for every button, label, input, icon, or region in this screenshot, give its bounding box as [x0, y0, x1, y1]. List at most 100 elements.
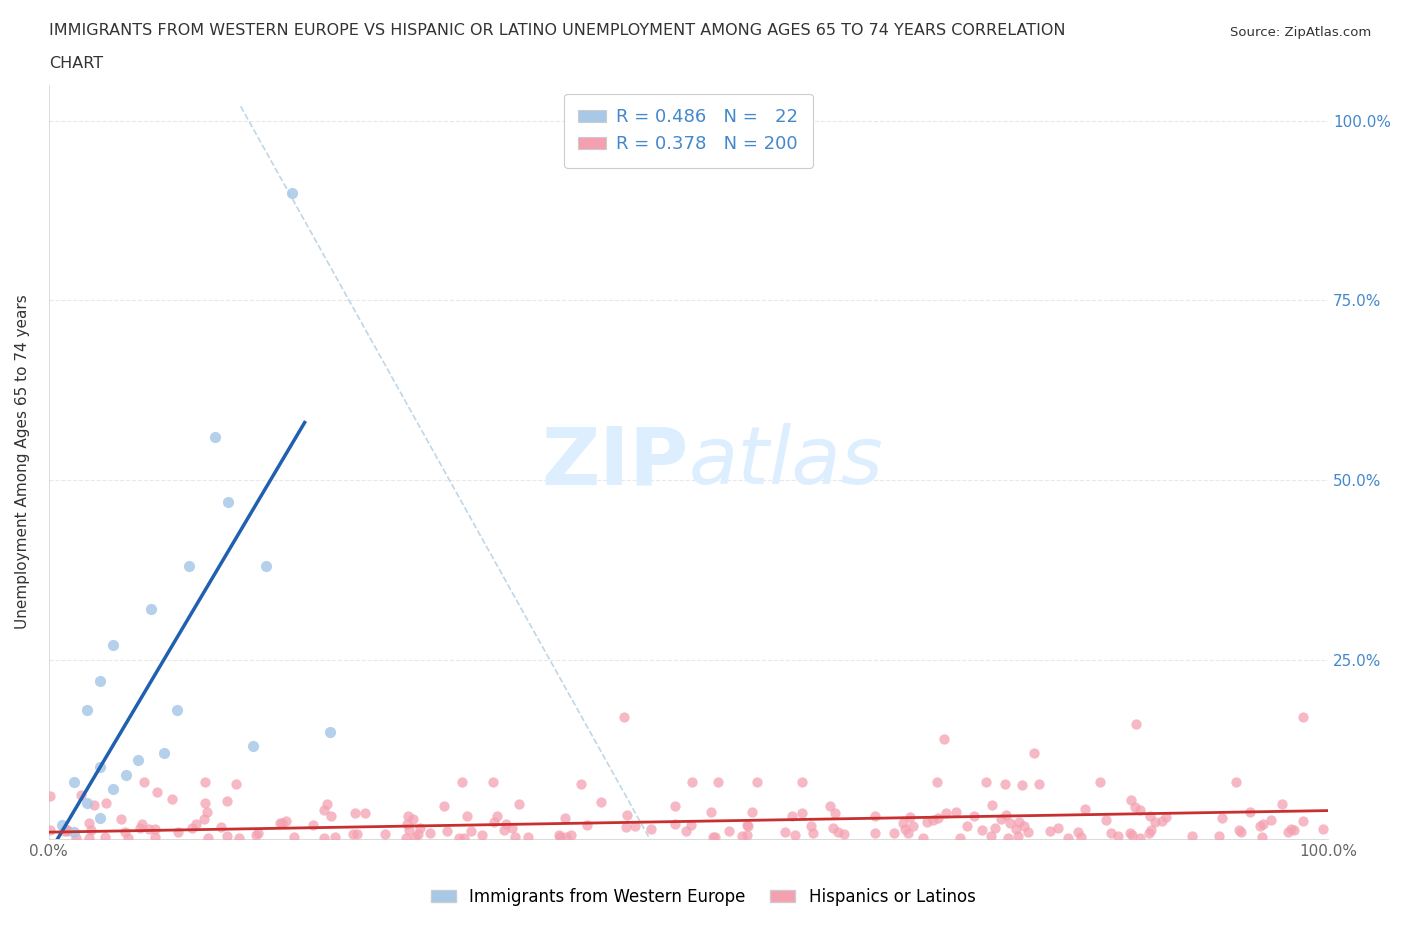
Point: [281, 185, 304, 200]
Point: [225, 777, 247, 791]
Point: [63, 825, 86, 840]
Point: [143, 830, 166, 844]
Point: [681, 775, 703, 790]
Point: [745, 775, 768, 790]
Point: [245, 828, 267, 843]
Point: [139, 602, 162, 617]
Point: [640, 822, 662, 837]
Point: [792, 806, 814, 821]
Legend: R = 0.486   N =   22, R = 0.378   N = 200: R = 0.486 N = 22, R = 0.378 N = 200: [564, 94, 813, 167]
Point: [89, 810, 111, 825]
Point: [114, 767, 136, 782]
Point: [39, 789, 62, 804]
Point: [994, 777, 1017, 791]
Point: [242, 738, 264, 753]
Point: [314, 803, 336, 817]
Point: [481, 775, 503, 790]
Point: [346, 827, 368, 842]
Point: [827, 825, 849, 840]
Point: [990, 812, 1012, 827]
Point: [616, 807, 638, 822]
Point: [664, 817, 686, 831]
Point: [146, 785, 169, 800]
Point: [1011, 777, 1033, 792]
Point: [891, 816, 914, 830]
Point: [984, 821, 1007, 836]
Point: [353, 805, 375, 820]
Point: [1271, 796, 1294, 811]
Point: [554, 830, 576, 844]
Point: [1125, 717, 1147, 732]
Point: [195, 804, 218, 819]
Point: [560, 827, 582, 842]
Point: [51, 817, 73, 832]
Point: [956, 818, 979, 833]
Point: [65, 830, 87, 845]
Point: [704, 830, 727, 844]
Point: [101, 638, 124, 653]
Point: [76, 702, 98, 717]
Point: [408, 820, 430, 835]
Point: [39, 823, 62, 838]
Point: [863, 808, 886, 823]
Point: [321, 809, 343, 824]
Point: [737, 818, 759, 833]
Point: [138, 822, 160, 837]
Point: [374, 826, 396, 841]
Point: [783, 827, 806, 842]
Point: [1251, 830, 1274, 844]
Point: [508, 796, 530, 811]
Point: [1239, 805, 1261, 820]
Point: [1057, 830, 1080, 845]
Point: [1095, 813, 1118, 828]
Point: [396, 817, 419, 831]
Point: [419, 826, 441, 841]
Point: [131, 817, 153, 831]
Point: [569, 777, 592, 791]
Point: [1291, 814, 1313, 829]
Point: [1225, 775, 1247, 790]
Point: [1282, 823, 1305, 838]
Point: [89, 674, 111, 689]
Point: [1046, 820, 1069, 835]
Point: [1008, 815, 1031, 830]
Point: [315, 797, 337, 812]
Point: [718, 823, 741, 838]
Point: [55, 822, 77, 837]
Point: [994, 808, 1017, 823]
Text: IMMIGRANTS FROM WESTERN EUROPE VS HISPANIC OR LATINO UNEMPLOYMENT AMONG AGES 65 : IMMIGRANTS FROM WESTERN EUROPE VS HISPAN…: [49, 23, 1066, 38]
Point: [1107, 829, 1129, 844]
Point: [398, 823, 420, 838]
Point: [197, 830, 219, 845]
Point: [863, 825, 886, 840]
Point: [79, 816, 101, 830]
Point: [735, 828, 758, 843]
Point: [741, 804, 763, 819]
Point: [780, 809, 803, 824]
Point: [1039, 823, 1062, 838]
Point: [922, 812, 945, 827]
Point: [883, 826, 905, 841]
Point: [402, 812, 425, 827]
Point: [945, 804, 967, 819]
Point: [1067, 825, 1090, 840]
Point: [70, 787, 93, 802]
Point: [1070, 830, 1092, 844]
Point: [162, 792, 184, 807]
Point: [1251, 817, 1274, 832]
Point: [271, 816, 294, 830]
Point: [1099, 826, 1122, 841]
Point: [63, 775, 86, 790]
Point: [979, 829, 1001, 844]
Text: CHART: CHART: [49, 56, 103, 71]
Point: [153, 746, 176, 761]
Point: [1249, 818, 1271, 833]
Point: [901, 818, 924, 833]
Point: [193, 812, 215, 827]
Point: [186, 817, 208, 831]
Text: atlas: atlas: [689, 423, 883, 501]
Point: [1260, 812, 1282, 827]
Point: [129, 820, 152, 835]
Point: [495, 817, 517, 831]
Point: [1150, 814, 1173, 829]
